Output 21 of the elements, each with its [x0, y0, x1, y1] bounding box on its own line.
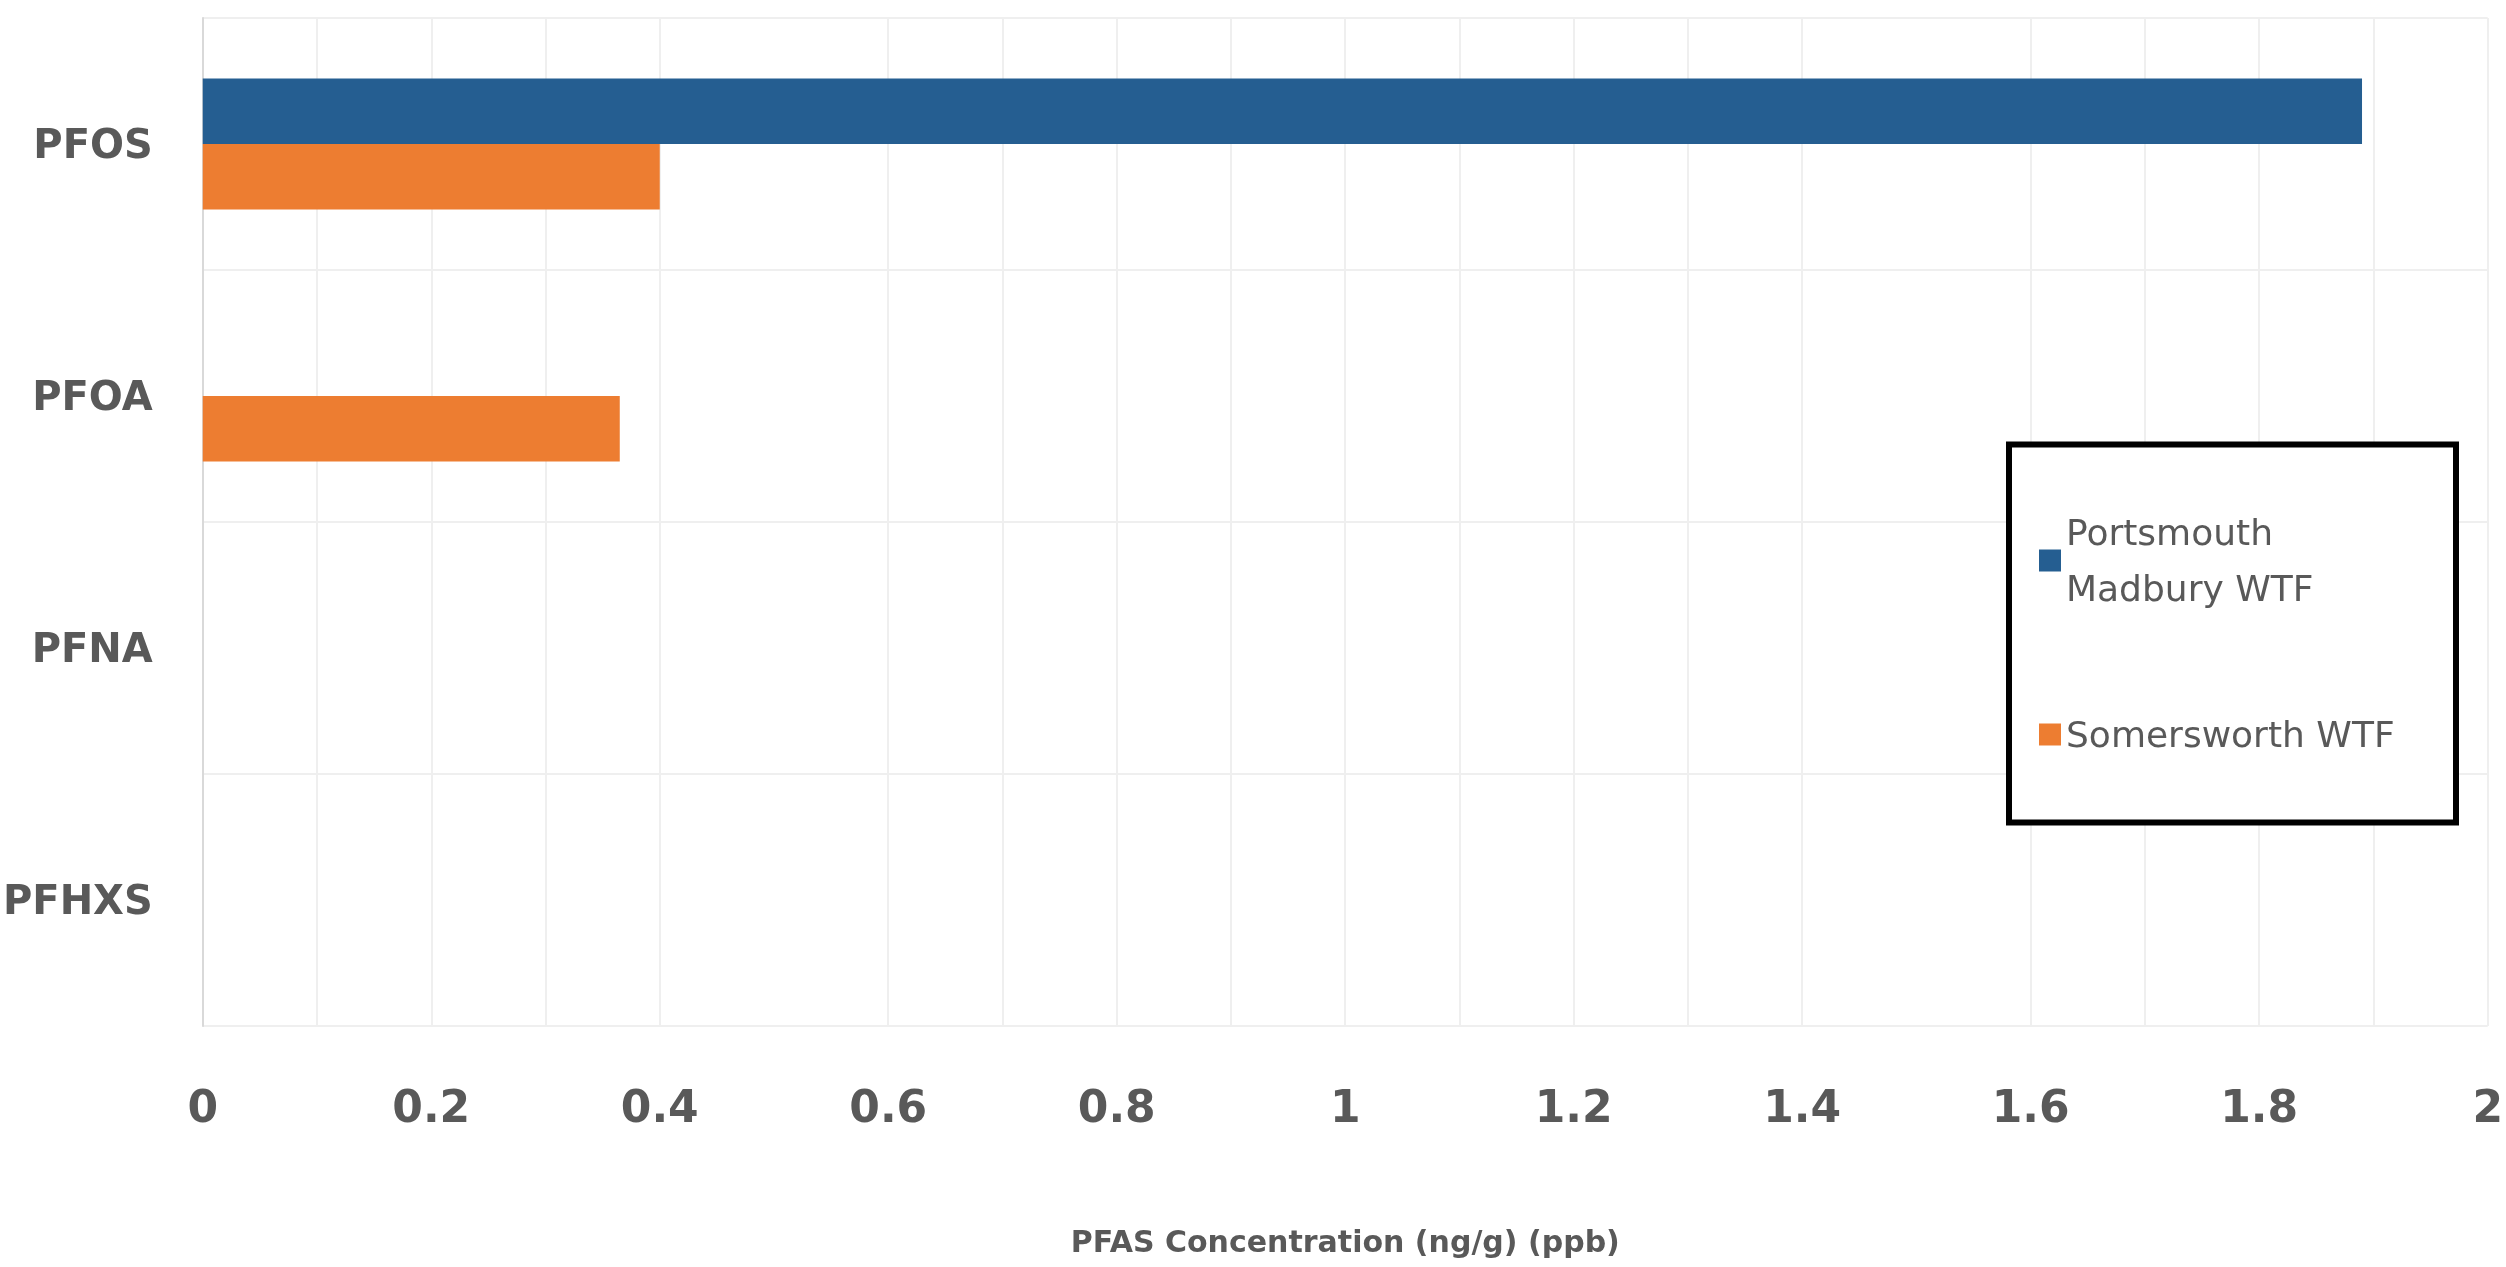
x-tick-label: 1.6 [1991, 1080, 2070, 1132]
y-tick-label: PFNA [31, 625, 153, 671]
x-tick-label: 0.4 [620, 1080, 699, 1132]
bar [202, 144, 660, 210]
x-tick-label: 2 [2472, 1080, 2503, 1132]
x-tick-label: 1 [1329, 1080, 1361, 1132]
x-tick-label: 1.2 [1534, 1080, 1613, 1132]
bar [202, 78, 2363, 144]
bar [202, 396, 620, 462]
legend-label: Somersworth WTF [2066, 714, 2395, 755]
y-tick-label: PFOA [32, 373, 153, 419]
x-axis-title: PFAS Concentration (ng/g) (ppb) [1070, 1223, 1620, 1259]
x-tick-label: 0.8 [1077, 1080, 1156, 1132]
x-tick-label: 0.2 [392, 1080, 471, 1132]
x-tick-label: 1.4 [1763, 1080, 1842, 1132]
y-tick-label: PFOS [33, 121, 153, 167]
y-tick-label: PFHXS [3, 877, 153, 923]
x-tick-label: 0 [187, 1080, 219, 1132]
x-tick-label: 0.6 [849, 1080, 928, 1132]
legend-label: Portsmouth Madbury WTF [2066, 512, 2314, 609]
x-tick-label: 1.8 [2220, 1080, 2299, 1132]
